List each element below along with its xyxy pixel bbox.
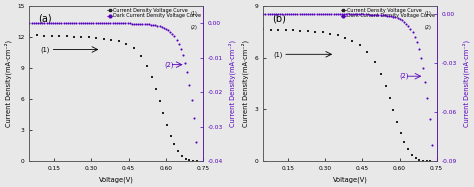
X-axis label: Voltage(V): Voltage(V) [333,176,367,183]
Legend: Current Density Voltage Curve, Dark Current Density Voltage Curve: Current Density Voltage Curve, Dark Curr… [340,7,436,19]
Text: (b): (b) [272,14,286,24]
Text: (2): (2) [164,61,174,68]
Text: (1): (1) [425,11,431,16]
Legend: Current Density Voltage Curve, Dark Current Density Voltage Curve: Current Density Voltage Curve, Dark Curr… [107,7,202,19]
Y-axis label: Current Density(mA·cm⁻²): Current Density(mA·cm⁻²) [4,40,12,127]
X-axis label: Voltage(V): Voltage(V) [99,176,134,183]
Text: (2): (2) [425,25,431,30]
Text: (2): (2) [400,73,409,79]
Text: (2): (2) [191,25,198,30]
Text: (a): (a) [38,14,52,24]
Y-axis label: Current Density(mA·cm⁻²): Current Density(mA·cm⁻²) [462,40,470,127]
Text: (1): (1) [273,51,283,58]
Y-axis label: Current Density(mA·cm⁻²): Current Density(mA·cm⁻²) [228,40,236,127]
Text: (1): (1) [41,46,50,53]
Text: (1): (1) [191,11,198,16]
Y-axis label: Current Density(mA·cm⁻²): Current Density(mA·cm⁻²) [242,40,249,127]
